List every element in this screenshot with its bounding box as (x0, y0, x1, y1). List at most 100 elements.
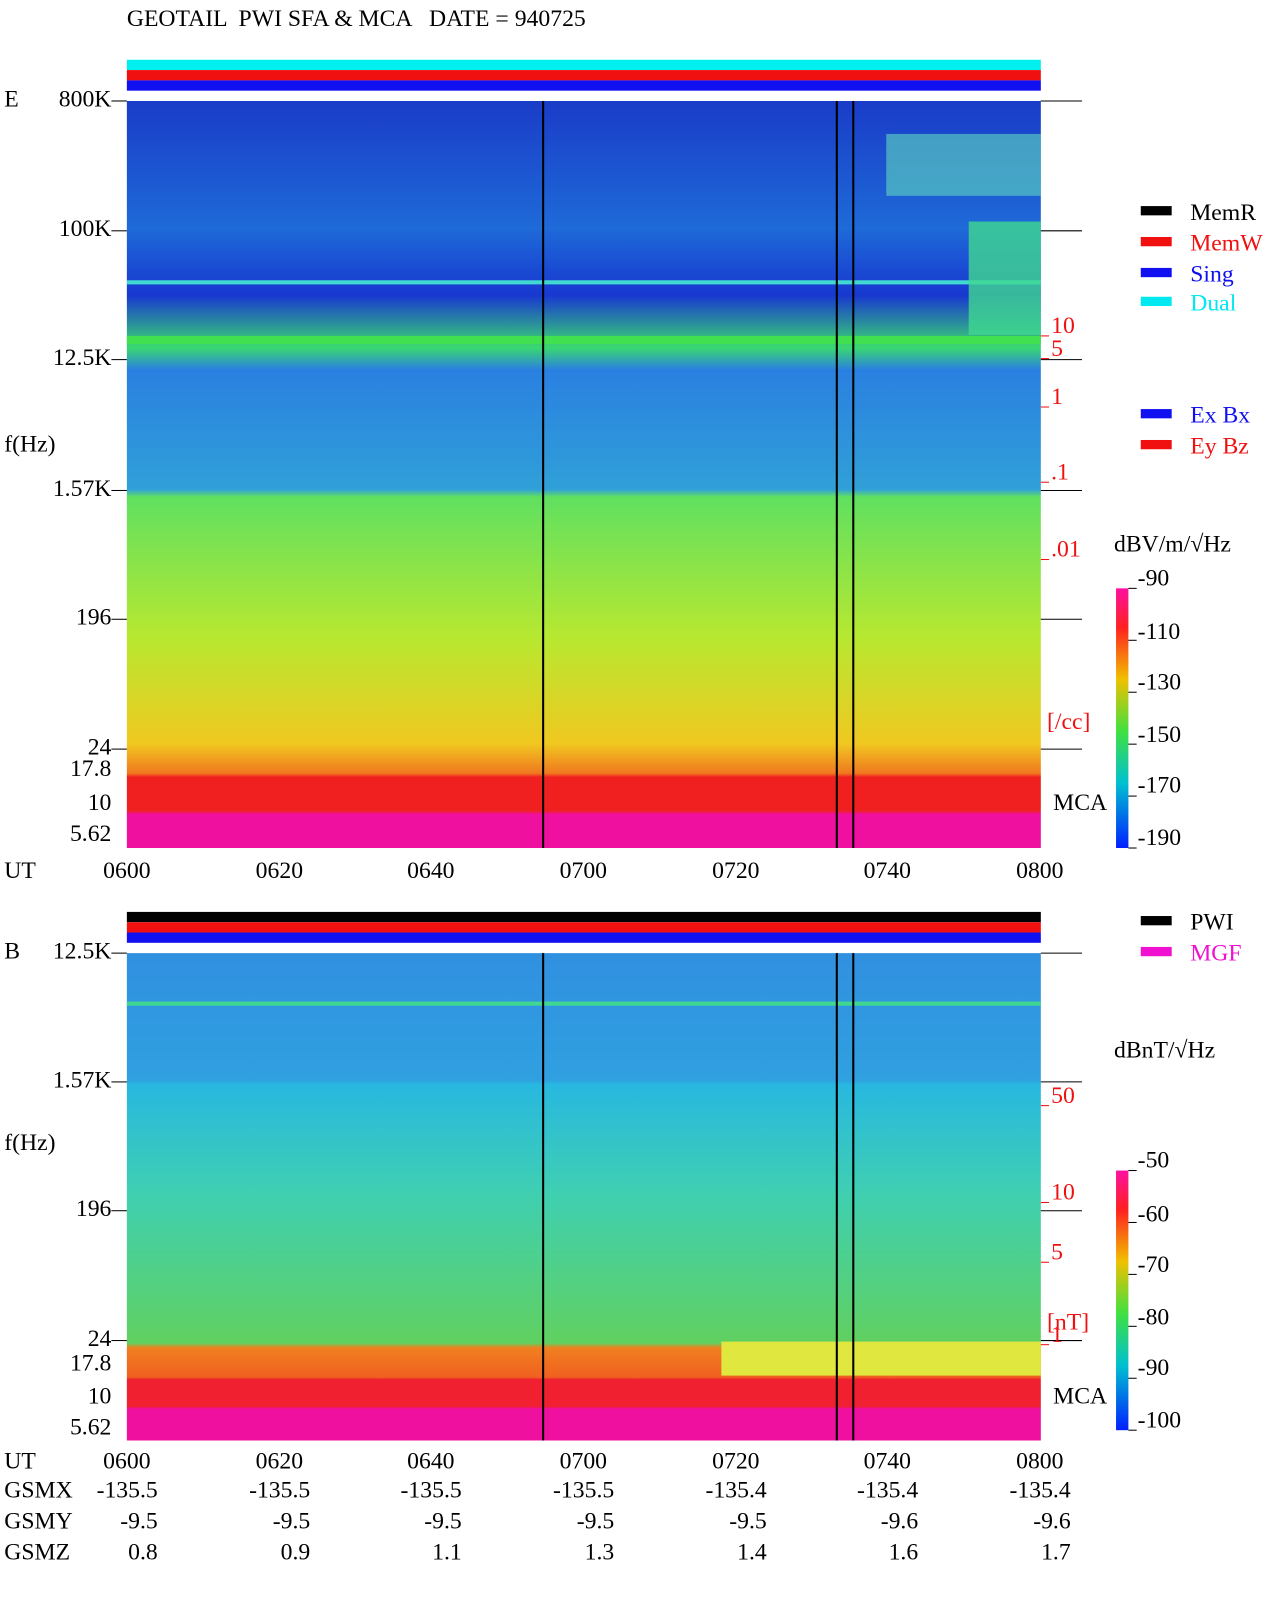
orbit-value: -9.5 (729, 1508, 767, 1534)
density-label: 1 (1051, 1322, 1063, 1348)
freq-label: 196 (76, 605, 112, 631)
colorbar-label: -80 (1138, 1304, 1170, 1330)
legend-swatch (1140, 236, 1172, 247)
density-label: .01 (1051, 537, 1081, 563)
legend-entry: PWI (1190, 910, 1234, 936)
density-label: 50 (1051, 1083, 1075, 1109)
orbit-value: 0.9 (281, 1539, 311, 1565)
scale-unit: [nT] (1047, 1310, 1089, 1336)
freq-label: 800K (59, 86, 112, 112)
colorbar-label: -90 (1138, 566, 1170, 592)
time-label: 0640 (407, 1449, 454, 1475)
legend-entry: Dual (1190, 290, 1236, 316)
scale-unit: [/cc] (1047, 709, 1090, 735)
freq-label: 10 (88, 1384, 112, 1410)
panel-label: E (4, 86, 18, 112)
time-label: 0720 (712, 1449, 759, 1475)
colorbar-unit: dBV/m/√Hz (1114, 532, 1231, 558)
legend-swatch (1140, 206, 1172, 216)
freq-label: 196 (76, 1196, 112, 1222)
panel-e-image (126, 59, 1083, 849)
freq-label: 24 (88, 1326, 112, 1352)
colorbar-label: -150 (1138, 722, 1181, 748)
freq-label: 12.5K (53, 939, 112, 965)
colorbar-unit: dBnT/√Hz (1114, 1037, 1215, 1063)
orbit-value: -135.4 (857, 1477, 918, 1503)
colorbar-label: -110 (1138, 619, 1181, 645)
legend-swatch (1140, 439, 1172, 450)
time-axis-label: UT (4, 1449, 36, 1475)
legend-swatch (1140, 409, 1172, 419)
freq-label: 100K (59, 216, 112, 242)
freq-label: 5.62 (70, 1415, 111, 1441)
density-label: .1 (1051, 459, 1069, 485)
legend-swatch (1140, 916, 1172, 926)
orbit-value: -9.5 (120, 1508, 158, 1534)
density-label: 5 (1051, 336, 1063, 362)
orbit-value: 0.8 (128, 1539, 158, 1565)
legend-entry: MemR (1190, 200, 1256, 226)
legend-entry: Sing (1190, 262, 1234, 288)
freq-label: 17.8 (70, 756, 111, 782)
orbit-name: GSMZ (4, 1539, 70, 1565)
orbit-value: 1.6 (889, 1539, 919, 1565)
colorbar-label: -50 (1138, 1148, 1170, 1174)
colorbar-label: -100 (1138, 1407, 1181, 1433)
time-label: 0800 (1016, 858, 1063, 884)
time-label: 0620 (256, 858, 303, 884)
legend-entry: MemW (1190, 231, 1263, 257)
freq-axis-label: f(Hz) (4, 432, 55, 458)
colorbar-label: -130 (1138, 670, 1181, 696)
orbit-value: -9.6 (1033, 1508, 1071, 1534)
legend-entry: Ex Bx (1190, 403, 1250, 429)
orbit-value: -9.5 (577, 1508, 615, 1534)
orbit-value: -135.5 (249, 1477, 310, 1503)
colorbar-label: -190 (1138, 825, 1181, 851)
time-label: 0700 (560, 1449, 607, 1475)
title: GEOTAIL PWI SFA & MCA DATE = 940725 (127, 6, 586, 32)
freq-label: 1.57K (53, 1067, 112, 1093)
density-label: 1 (1051, 384, 1063, 410)
orbit-value: -135.5 (401, 1477, 462, 1503)
panel-label: B (4, 939, 20, 965)
orbit-value: -9.6 (881, 1508, 919, 1534)
time-label: 0640 (407, 858, 454, 884)
time-label: 0740 (864, 858, 911, 884)
orbit-value: -135.4 (706, 1477, 767, 1503)
legend-entry: Ey Bz (1190, 434, 1249, 460)
time-label: 0620 (256, 1449, 303, 1475)
colorbar-b (1116, 1170, 1129, 1431)
freq-label: 5.62 (70, 821, 111, 847)
colorbar-label: -90 (1138, 1355, 1170, 1381)
orbit-value: -135.5 (97, 1477, 158, 1503)
legend-swatch (1140, 296, 1172, 307)
density-label: 10 (1051, 1180, 1075, 1206)
legend-swatch (1140, 267, 1172, 278)
orbit-value: 1.7 (1041, 1539, 1071, 1565)
panel-b-image (126, 911, 1041, 1441)
orbit-value: -9.5 (273, 1508, 311, 1534)
orbit-value: -9.5 (424, 1508, 462, 1534)
orbit-value: 1.3 (585, 1539, 615, 1565)
colorbar-label: -60 (1138, 1201, 1170, 1227)
colorbar-label: -170 (1138, 773, 1181, 799)
time-label: 0700 (560, 858, 607, 884)
orbit-name: GSMX (4, 1477, 72, 1503)
orbit-value: 1.1 (432, 1539, 462, 1565)
legend-entry: MGF (1190, 941, 1241, 967)
freq-label: 12.5K (53, 345, 112, 371)
colorbar-label: -70 (1138, 1252, 1170, 1278)
legend-swatch (1140, 946, 1172, 957)
freq-label: 1.57K (53, 476, 112, 502)
freq-axis-label: f(Hz) (4, 1130, 55, 1156)
density-label: 10 (1051, 313, 1075, 339)
colorbar-e (1116, 588, 1129, 849)
time-label: 0740 (864, 1449, 911, 1475)
freq-label: 10 (88, 790, 112, 816)
mca-label: MCA (1053, 790, 1107, 816)
time-axis-label: UT (4, 858, 36, 884)
mca-label: MCA (1053, 1384, 1107, 1410)
freq-label: 24 (88, 735, 112, 761)
orbit-value: 1.4 (737, 1539, 767, 1565)
